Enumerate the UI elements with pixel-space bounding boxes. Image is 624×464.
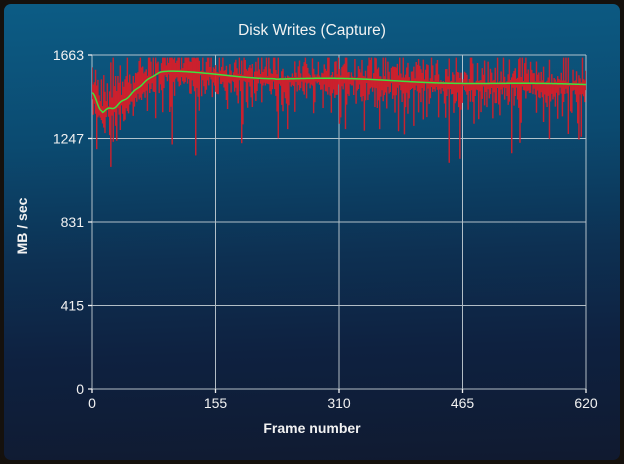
svg-text:1247: 1247 (53, 131, 84, 147)
svg-text:1663: 1663 (53, 47, 84, 63)
svg-text:831: 831 (61, 214, 85, 230)
svg-text:0: 0 (88, 395, 96, 411)
svg-text:310: 310 (327, 395, 351, 411)
svg-text:0: 0 (76, 381, 84, 397)
svg-text:415: 415 (61, 298, 85, 314)
svg-text:MB / sec: MB / sec (14, 197, 30, 254)
svg-text:620: 620 (574, 395, 598, 411)
svg-text:Frame number: Frame number (263, 420, 361, 436)
svg-text:465: 465 (451, 395, 475, 411)
svg-text:155: 155 (204, 395, 228, 411)
